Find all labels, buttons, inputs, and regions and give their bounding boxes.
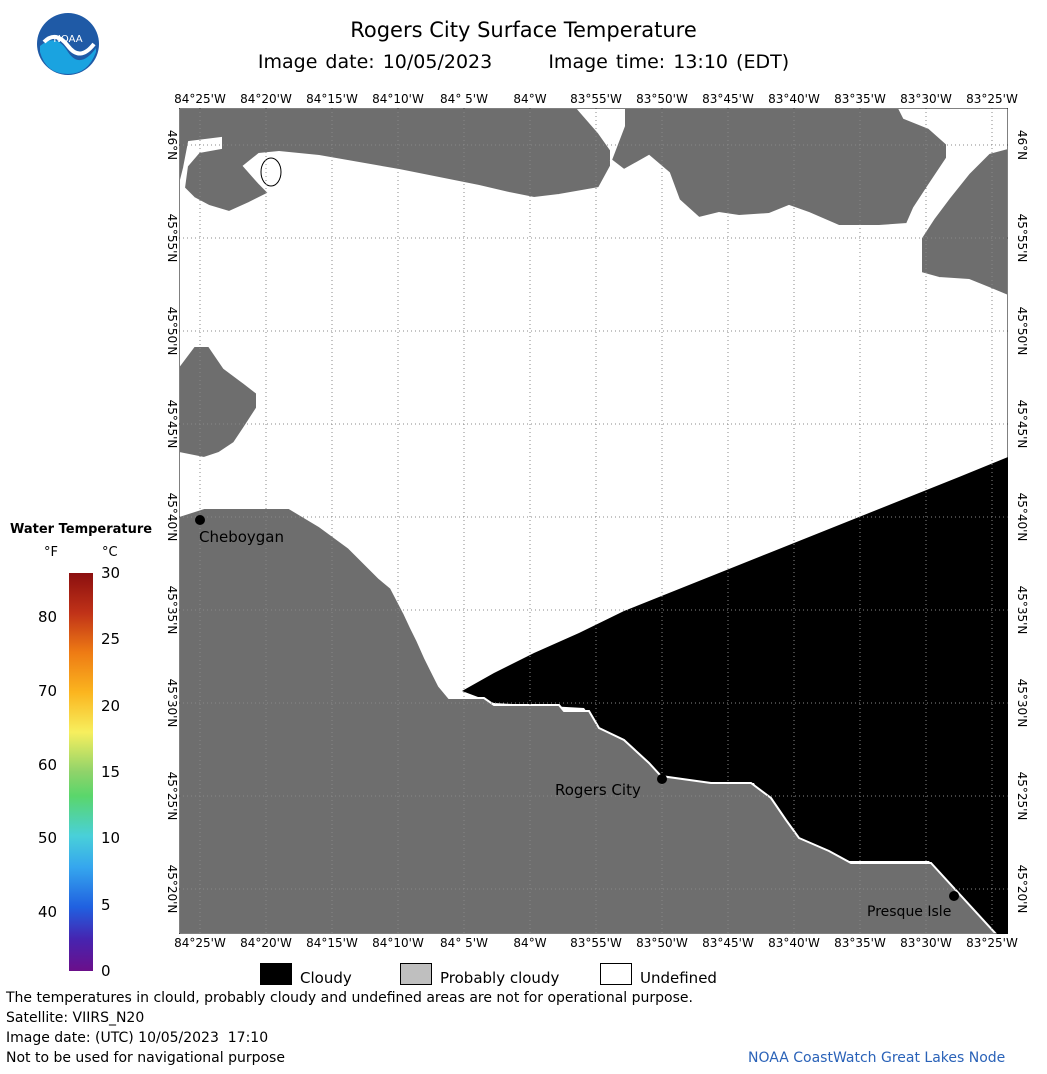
colorbar-c-tick: 0 <box>101 962 111 980</box>
footer-nav-warning: Not to be used for navigational purpose <box>6 1050 285 1066</box>
lon-tick-top: 83°40'W <box>768 92 820 106</box>
colorbar-unit-f: °F <box>44 545 58 560</box>
city-marker-cheboygan <box>195 515 205 525</box>
lat-tick-right: 45°55'N <box>1015 213 1029 263</box>
lon-tick-top: 84° 5'W <box>440 92 488 106</box>
lat-tick-right: 45°25'N <box>1015 771 1029 821</box>
lat-tick-left: 45°20'N <box>165 864 179 914</box>
colorbar <box>69 573 93 971</box>
lon-tick-top: 84°10'W <box>372 92 424 106</box>
lat-tick-right: 45°40'N <box>1015 492 1029 542</box>
land-southern-shore <box>179 507 998 934</box>
lon-tick-top: 84°W <box>513 92 547 106</box>
colorbar-c-tick: 30 <box>101 564 121 582</box>
lon-tick-bottom: 83°55'W <box>570 936 622 950</box>
lat-tick-left: 45°40'N <box>165 492 179 542</box>
lon-tick-bottom: 83°35'W <box>834 936 886 950</box>
colorbar-title: Water Temperature <box>10 522 153 537</box>
svg-text:NOAA: NOAA <box>53 34 82 45</box>
footer-disclaimer: The temperatures in clould, probably clo… <box>6 990 693 1006</box>
lon-tick-bottom: 84°15'W <box>306 936 358 950</box>
lon-tick-top: 84°25'W <box>174 92 226 106</box>
city-marker-presque-isle <box>949 891 959 901</box>
lat-tick-right: 46°N <box>1015 129 1029 161</box>
map-title: Rogers City Surface Temperature <box>350 18 697 42</box>
legend-swatch-probably-cloudy <box>400 963 432 985</box>
footer-satellite: Satellite: VIIRS_N20 <box>6 1010 145 1026</box>
colorbar-unit-c: °C <box>102 545 118 560</box>
lon-tick-bottom: 84° 5'W <box>440 936 488 950</box>
land-northern-shore <box>179 108 948 227</box>
colorbar-f-tick: 80 <box>38 608 58 627</box>
lon-tick-bottom: 83°50'W <box>636 936 688 950</box>
legend-swatch-cloudy <box>260 963 292 985</box>
lat-tick-left: 45°30'N <box>165 678 179 728</box>
lon-tick-bottom: 83°40'W <box>768 936 820 950</box>
colorbar-c-tick: 15 <box>101 763 121 781</box>
lat-tick-right: 45°30'N <box>1015 678 1029 728</box>
cloudy-area <box>462 457 1008 934</box>
lon-tick-bottom: 84°20'W <box>240 936 292 950</box>
footer-utc-date: Image date: (UTC) 10/05/2023 17:10 <box>6 1030 269 1046</box>
lat-tick-right: 45°45'N <box>1015 399 1029 449</box>
lon-tick-top: 84°15'W <box>306 92 358 106</box>
colorbar-f-tick: 70 <box>38 681 58 700</box>
legend-swatch-undefined <box>600 963 632 985</box>
legend-label-probably-cloudy: Probably cloudy <box>440 969 560 987</box>
lat-tick-left: 45°25'N <box>165 771 179 821</box>
colorbar-c-tick: 5 <box>101 895 111 914</box>
lon-tick-top: 84°20'W <box>240 92 292 106</box>
colorbar-c-tick: 25 <box>101 630 121 649</box>
colorbar-f-tick: 60 <box>38 755 58 774</box>
lon-tick-bottom: 83°30'W <box>900 936 952 950</box>
lon-tick-bottom: 84°10'W <box>372 936 424 950</box>
city-label-rogers-city: Rogers City <box>555 781 641 799</box>
lat-tick-right: 45°20'N <box>1015 864 1029 914</box>
lon-tick-top: 83°30'W <box>900 92 952 106</box>
inlet <box>260 157 282 187</box>
city-marker-rogers-city <box>657 774 667 784</box>
lon-tick-top: 83°50'W <box>636 92 688 106</box>
city-label-cheboygan: Cheboygan <box>199 528 285 546</box>
lat-tick-left: 46°N <box>165 129 179 161</box>
lon-tick-bottom: 84°25'W <box>174 936 226 950</box>
colorbar-f-tick: 40 <box>38 903 58 922</box>
lat-tick-right: 45°50'N <box>1015 306 1029 356</box>
lon-tick-top: 83°35'W <box>834 92 886 106</box>
lat-tick-left: 45°35'N <box>165 585 179 635</box>
lon-tick-top: 83°25'W <box>966 92 1018 106</box>
land-west-island <box>179 345 258 460</box>
lat-tick-right: 45°35'N <box>1015 585 1029 635</box>
colorbar-c-tick: 20 <box>101 696 121 715</box>
colorbar-c-tick: 10 <box>101 829 121 848</box>
colorbar-f-tick: 50 <box>38 829 58 848</box>
image-time: Image time: 13:10 (EDT) <box>548 51 790 73</box>
lon-tick-top: 83°45'W <box>702 92 754 106</box>
noaa-logo: NOAA <box>37 13 99 75</box>
credit-link[interactable]: NOAA CoastWatch Great Lakes Node <box>748 1050 1006 1066</box>
land-northeast <box>920 146 1008 298</box>
lat-tick-left: 45°50'N <box>165 306 179 356</box>
map-panel <box>179 108 1008 934</box>
legend-label-undefined: Undefined <box>640 969 717 987</box>
lat-tick-left: 45°55'N <box>165 213 179 263</box>
lon-tick-bottom: 83°45'W <box>702 936 754 950</box>
image-date: Image date: 10/05/2023 <box>257 51 493 73</box>
lon-tick-bottom: 83°25'W <box>966 936 1018 950</box>
lon-tick-bottom: 84°W <box>513 936 547 950</box>
city-label-presque-isle: Presque Isle <box>867 904 952 920</box>
lat-tick-left: 45°45'N <box>165 399 179 449</box>
image-datetime: Image date: 10/05/2023 Image time: 13:10… <box>0 51 1047 73</box>
legend-label-cloudy: Cloudy <box>300 969 352 987</box>
lon-tick-top: 83°55'W <box>570 92 622 106</box>
